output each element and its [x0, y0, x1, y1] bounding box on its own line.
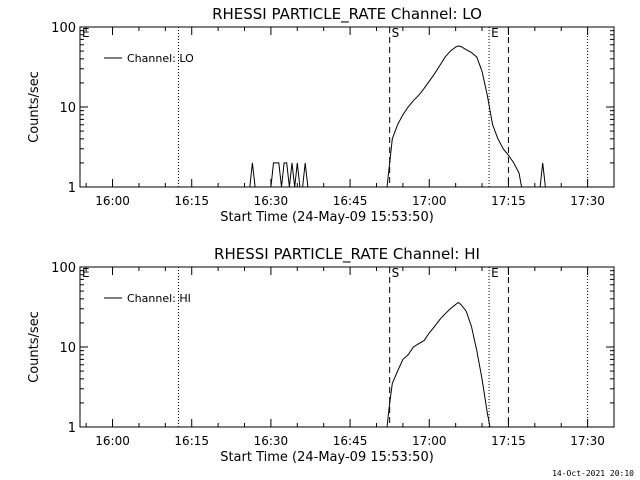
timestamp: 14-Oct-2021 20:10	[552, 469, 634, 478]
panel-2-marker-label: E	[82, 266, 90, 280]
panel-2-marker-label: E	[491, 266, 499, 280]
panel-1-legend-label: Channel: LO	[127, 52, 194, 65]
panel-1-x-tick-label: 16:30	[254, 194, 289, 208]
panel-1-y-axis-label: Counts/sec	[27, 71, 42, 143]
panel-1-y-tick-label: 10	[59, 101, 76, 116]
panel-2-x-tick-label: 17:15	[491, 434, 526, 448]
panel-2-x-tick-label: 16:15	[174, 434, 209, 448]
panel-1-x-tick-label: 16:15	[174, 194, 209, 208]
panel-1-x-tick-label: 16:00	[95, 194, 130, 208]
panel-1-plot-frame	[79, 26, 615, 188]
panel-1-series-line	[249, 45, 546, 188]
panel-1-x-tick-label: 16:45	[333, 194, 368, 208]
panel-1-marker-label: S	[392, 26, 400, 40]
panel-1-title: RHESSI PARTICLE_RATE Channel: LO	[212, 5, 482, 24]
panel-1-x-axis-label: Start Time (24-May-09 15:53:50)	[220, 210, 434, 225]
panel-1-marker-label: E	[491, 26, 499, 40]
panel-1-x-tick-label: 17:30	[570, 194, 605, 208]
panel-2-x-tick-label: 17:00	[412, 434, 447, 448]
panel-2-y-axis-label: Counts/sec	[27, 311, 42, 383]
panel-2-plot-frame	[79, 266, 615, 428]
panel-1-y-tick-label: 1	[68, 181, 76, 196]
panel-2-x-tick-label: 16:00	[95, 434, 130, 448]
panel-2-y-tick-label: 1	[68, 421, 76, 436]
panel-1-y-tick-label: 100	[51, 21, 76, 36]
panel-2-title: RHESSI PARTICLE_RATE Channel: HI	[214, 245, 480, 264]
panel-2-y-tick-label: 100	[51, 261, 76, 276]
panel-2-x-tick-label: 16:30	[254, 434, 289, 448]
panel-2-series-line	[386, 301, 491, 428]
panel-2-y-tick-label: 10	[59, 341, 76, 356]
panel-2-x-tick-label: 17:30	[570, 434, 605, 448]
panel-2-x-tick-label: 16:45	[333, 434, 368, 448]
panel-2-marker-label: S	[392, 266, 400, 280]
panel-1-marker-label: E	[82, 26, 90, 40]
panel-2-legend-label: Channel: HI	[127, 292, 191, 305]
panel-1-x-tick-label: 17:00	[412, 194, 447, 208]
panel-2-x-axis-label: Start Time (24-May-09 15:53:50)	[220, 450, 434, 465]
panel-1-x-tick-label: 17:15	[491, 194, 526, 208]
